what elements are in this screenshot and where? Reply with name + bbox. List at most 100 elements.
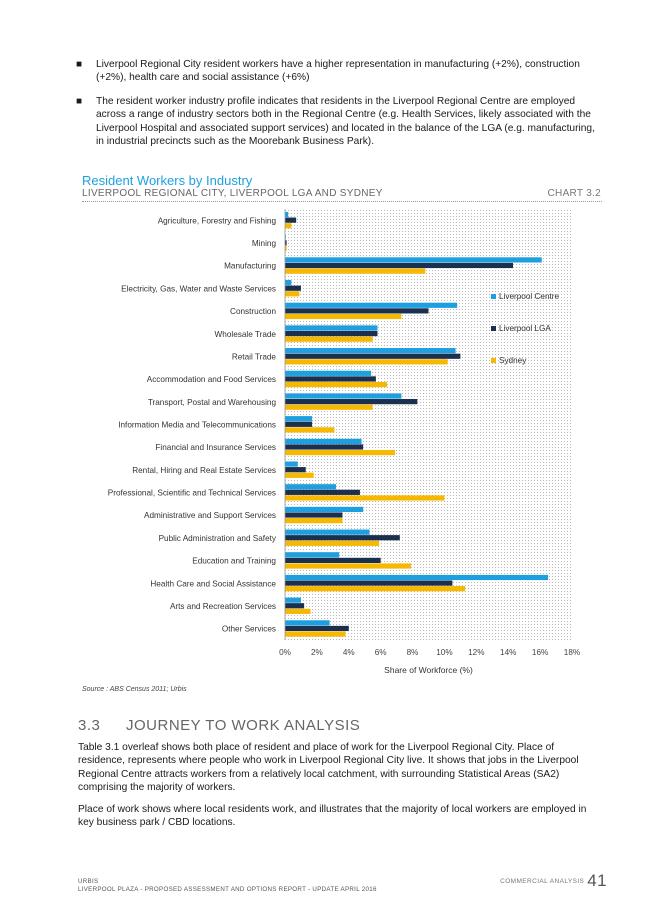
bar-sydney	[285, 631, 346, 637]
bar-liverpool-centre	[285, 302, 458, 308]
section-title: JOURNEY TO WORK ANALYSIS	[126, 717, 361, 734]
y-tick-label: Administrative and Support Services	[144, 511, 276, 520]
bar-liverpool-lga	[285, 353, 461, 359]
bar-sydney	[285, 586, 466, 592]
bar-sydney	[285, 381, 388, 388]
y-tick-label: Manufacturing	[224, 262, 276, 271]
footer-company: URBIS	[78, 878, 99, 885]
bar-sydney	[285, 313, 402, 320]
bar-liverpool-lga	[285, 467, 306, 473]
bar-liverpool-lga	[285, 580, 453, 586]
bar-liverpool-centre	[285, 211, 289, 218]
bar-liverpool-centre	[285, 484, 337, 490]
legend-label: Sydney	[499, 356, 527, 365]
bar-liverpool-centre	[285, 279, 292, 286]
bullet-text: The resident worker industry profile ind…	[96, 95, 595, 148]
bar-sydney	[285, 336, 373, 342]
bar-liverpool-lga	[285, 240, 287, 246]
bar-liverpool-centre	[285, 552, 340, 558]
legend-swatch	[491, 326, 496, 331]
paragraph: Table 3.1 overleaf shows both place of r…	[78, 742, 579, 794]
footer-section-label: COMMERCIAL ANALYSIS	[500, 878, 585, 885]
bar-sydney	[285, 449, 396, 456]
bar-liverpool-centre	[285, 325, 378, 331]
x-tick-label: 6%	[375, 648, 387, 657]
bar-sydney	[285, 518, 343, 524]
legend-label: Liverpool LGA	[499, 324, 551, 333]
y-tick-label: Accommodation and Food Services	[147, 375, 276, 384]
bar-liverpool-centre	[285, 620, 330, 626]
y-tick-label: Agriculture, Forestry and Fishing	[158, 216, 277, 225]
legend-swatch	[491, 358, 496, 363]
bar-sydney	[285, 404, 373, 410]
y-tick-label: Professional, Scientific and Technical S…	[108, 489, 276, 498]
bar-sydney	[285, 291, 300, 297]
footer-right: COMMERCIAL ANALYSIS 41	[500, 871, 607, 891]
x-tick-label: 10%	[436, 648, 452, 657]
bar-liverpool-centre	[285, 416, 313, 422]
y-tick-label: Electricity, Gas, Water and Waste Servic…	[121, 284, 276, 293]
bar-liverpool-centre	[285, 370, 372, 376]
section-heading: 3.3 JOURNEY TO WORK ANALYSIS	[78, 717, 360, 734]
y-tick-label: Information Media and Telecommunications	[118, 421, 276, 430]
bar-liverpool-centre	[285, 506, 364, 513]
bar-liverpool-lga	[285, 535, 400, 541]
y-tick-label: Retail Trade	[232, 352, 277, 361]
y-tick-label: Mining	[252, 239, 277, 248]
x-tick-label: 16%	[532, 648, 548, 657]
bullet-dot-icon: ■	[76, 59, 83, 70]
y-tick-label: Health Care and Social Assistance	[150, 579, 276, 588]
x-tick-label: 18%	[564, 648, 580, 657]
y-tick-label: Rental, Hiring and Real Estate Services	[132, 466, 276, 475]
legend-label: Liverpool Centre	[499, 292, 560, 301]
bullet-item: ■ The resident worker industry profile i…	[72, 95, 602, 149]
bar-liverpool-lga	[285, 285, 301, 291]
y-tick-label: Public Administration and Safety	[159, 534, 277, 543]
bar-sydney	[285, 540, 380, 546]
chart-title: Resident Workers by Industry	[82, 173, 253, 188]
bar-liverpool-lga	[285, 376, 376, 382]
legend-swatch	[491, 294, 496, 299]
bar-sydney	[285, 563, 411, 569]
x-tick-label: 14%	[500, 648, 516, 657]
bar-liverpool-lga	[285, 444, 364, 450]
bar-liverpool-lga	[285, 262, 514, 269]
y-tick-label: Arts and Recreation Services	[170, 602, 276, 611]
bar-liverpool-lga	[285, 625, 349, 632]
bullet-list: ■ Liverpool Regional City resident worke…	[72, 58, 602, 158]
bar-sydney	[285, 472, 314, 478]
page-number: 41	[587, 871, 607, 890]
bar-sydney	[285, 245, 287, 252]
chart-subtitle: LIVERPOOL REGIONAL CITY, LIVERPOOL LGA A…	[82, 188, 383, 199]
bar-sydney	[285, 427, 335, 433]
bar-liverpool-centre	[285, 529, 370, 535]
bar-sydney	[285, 495, 445, 501]
bar-liverpool-lga	[285, 557, 381, 564]
y-tick-label: Other Services	[222, 625, 276, 634]
footer-report-title: LIVERPOOL PLAZA - PROPOSED ASSESSMENT AN…	[78, 886, 377, 893]
bar-sydney	[285, 268, 426, 274]
y-tick-label: Wholesale Trade	[215, 330, 277, 339]
bar-liverpool-lga	[285, 399, 418, 405]
bar-liverpool-centre	[285, 257, 542, 263]
bullet-text: Liverpool Regional City resident workers…	[96, 59, 580, 84]
paragraph: Place of work shows where local resident…	[78, 804, 587, 829]
x-tick-label: 8%	[407, 648, 419, 657]
bar-liverpool-lga	[285, 489, 360, 495]
footer-left: URBIS LIVERPOOL PLAZA - PROPOSED ASSESSM…	[78, 878, 377, 894]
x-tick-label: 0%	[279, 648, 291, 657]
bar-liverpool-lga	[285, 603, 305, 609]
x-tick-label: 2%	[311, 648, 323, 657]
bar-liverpool-centre	[285, 461, 298, 467]
bar-liverpool-centre	[285, 393, 402, 399]
x-axis-label: Share of Workforce (%)	[384, 665, 473, 675]
y-tick-label: Construction	[230, 307, 276, 316]
x-tick-label: 12%	[468, 648, 484, 657]
y-tick-label: Education and Training	[192, 557, 276, 566]
bar-liverpool-centre	[285, 597, 301, 603]
bar-liverpool-lga	[285, 512, 343, 518]
y-tick-label: Transport, Postal and Warehousing	[148, 398, 277, 407]
bar-sydney	[285, 359, 448, 365]
section-number: 3.3	[78, 717, 101, 734]
